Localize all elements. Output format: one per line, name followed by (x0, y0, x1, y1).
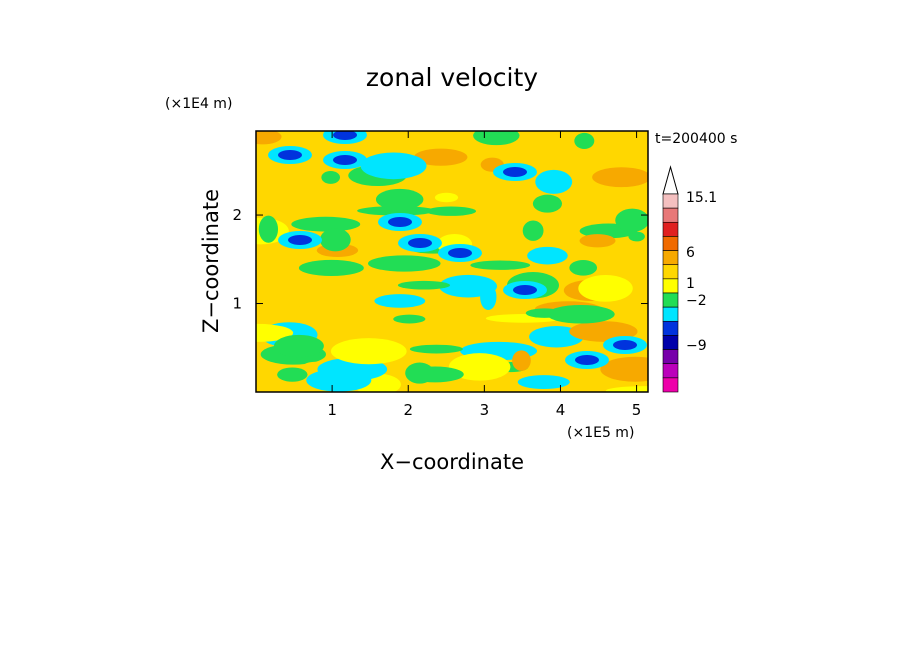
y-tick-label: 1 (232, 295, 242, 313)
contour-patch (613, 340, 637, 350)
colorbar-label: −2 (686, 293, 707, 309)
contour-patch (600, 356, 648, 382)
contour-patch (575, 355, 599, 365)
y-axis: 12 (232, 206, 648, 313)
y-axis-label: Z−coordinate (199, 189, 223, 333)
x-tick-label: 5 (632, 401, 642, 419)
contour-patch (375, 188, 424, 211)
x-unit-label: (×1E5 m) (567, 425, 634, 441)
contour-patch (532, 194, 563, 213)
contour-patch (426, 206, 476, 216)
contour-patch (397, 280, 451, 290)
x-tick-label: 3 (480, 401, 490, 419)
contour-patch (409, 344, 463, 354)
contour-patch (522, 220, 544, 241)
contour-patch (330, 338, 407, 365)
contour-patch (393, 314, 426, 324)
contour-patch (405, 362, 434, 384)
contour-patch (604, 186, 648, 198)
contour-patch (306, 368, 372, 392)
colorbar-swatch (662, 292, 679, 308)
contour-patch (470, 260, 531, 270)
contour-patch (578, 274, 633, 302)
contour-patch (527, 246, 568, 265)
colorbar-swatch (662, 377, 679, 393)
contour-field (256, 131, 648, 392)
x-tick-label: 2 (403, 401, 413, 419)
colorbar-label: 1 (686, 276, 695, 292)
contour-patch (277, 367, 308, 382)
contour-patch (414, 148, 468, 166)
contour-patch (388, 217, 412, 227)
colorbar-label: 6 (686, 245, 695, 261)
x-tick-label: 4 (556, 401, 566, 419)
contour-patch (408, 238, 432, 248)
colorbar-swatch (662, 363, 679, 379)
contour-patch (525, 308, 564, 318)
colorbar-swatch (662, 221, 679, 237)
contour-patch (320, 228, 351, 252)
contour-patch (574, 132, 595, 150)
contour-patch (321, 170, 341, 184)
contour-patch (503, 167, 527, 177)
colorbar-swatch (662, 278, 679, 294)
contour-patch (288, 235, 312, 245)
colorbar-swatch (662, 320, 679, 336)
colorbar-swatch (662, 250, 679, 266)
contour-patch (473, 131, 520, 146)
contour-patch (569, 259, 598, 276)
colorbar-swatch (662, 236, 679, 251)
colorbar-label: −9 (686, 338, 707, 354)
x-axis-label: X−coordinate (380, 450, 524, 474)
contour-patch (517, 375, 570, 389)
contour-patch (513, 285, 537, 295)
contour-patch (278, 150, 302, 160)
contour-patch (512, 350, 531, 371)
y-tick-label: 2 (232, 206, 242, 224)
contour-patch (448, 248, 472, 258)
contour-patch (274, 334, 324, 358)
contour-patch (480, 283, 497, 311)
x-axis: 1 2 3 4 5 (327, 131, 641, 419)
colorbar-swatch (662, 306, 679, 322)
colorbar: 15.1 6 1−2 −9 (662, 165, 717, 393)
contour-patch (615, 208, 648, 232)
colorbar-swatch (662, 349, 679, 365)
contour-patch (291, 216, 361, 232)
contour-patch (434, 192, 459, 203)
colorbar-swatch (662, 335, 679, 350)
contour-patch (592, 167, 648, 188)
contour-patch (547, 304, 615, 324)
y-unit-label: (×1E4 m) (165, 96, 232, 112)
contour-patch (256, 131, 282, 145)
chart-title: zonal velocity (366, 63, 538, 92)
contour-patch (333, 131, 357, 140)
plot-frame (255, 130, 649, 393)
contour-patch (360, 152, 427, 180)
contour-patch (628, 231, 645, 242)
colorbar-arrow (662, 165, 679, 195)
contour-patch (258, 215, 279, 243)
contour-patch (357, 206, 436, 216)
contour-patch (535, 169, 573, 194)
contour-patch (298, 259, 364, 277)
time-label: t=200400 s (655, 131, 737, 147)
contour-patch (605, 386, 648, 392)
colorbar-swatch (662, 264, 679, 280)
contour-patch (333, 155, 357, 165)
contour-patch (374, 294, 426, 308)
colorbar-swatch (662, 207, 679, 223)
colorbar-swatch (662, 193, 679, 209)
contour-patch (448, 353, 511, 381)
contour-patch (284, 291, 309, 308)
colorbar-label: 15.1 (686, 190, 717, 206)
x-tick-label: 1 (327, 401, 337, 419)
contour-patch (368, 255, 441, 272)
contour-patch (579, 234, 616, 248)
